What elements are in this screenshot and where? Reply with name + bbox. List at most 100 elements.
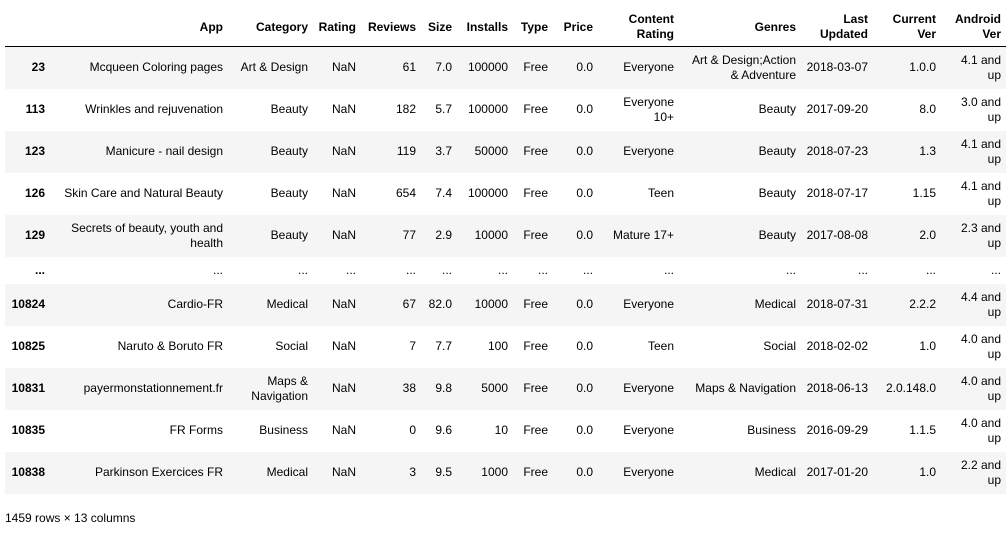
cell-price: 0.0 xyxy=(576,423,593,437)
cell-type: Free xyxy=(523,423,548,437)
cell-genres: Social xyxy=(763,339,796,353)
cell-price: 0.0 xyxy=(576,102,593,116)
cell-genres: Beauty xyxy=(758,186,796,200)
cell-category: Medical xyxy=(266,297,308,311)
cell-installs: 10000 xyxy=(474,297,508,311)
cell-category: Art & Design xyxy=(240,60,308,75)
cell-size: 82.0 xyxy=(428,297,452,311)
cell-genres: Maps & Navigation xyxy=(695,381,796,395)
cell-category: Maps & Navigation xyxy=(251,373,308,403)
cell-app: Parkinson Exercices FR xyxy=(94,465,223,479)
table-row: 10835 FR Forms Business NaN 0 9.6 10 Free 0.0 Eve… xyxy=(5,410,1006,452)
cell-content-rating: Everyone xyxy=(623,423,674,437)
column-header-installs: Installs xyxy=(458,8,514,47)
cell-app: Cardio-FR xyxy=(167,297,223,311)
cell-current-ver: 2.0 xyxy=(919,228,936,242)
cell-content-rating: Everyone xyxy=(623,144,674,158)
cell-rating: NaN xyxy=(331,144,356,158)
cell-size: 5.7 xyxy=(435,102,452,116)
cell-reviews: 61 xyxy=(402,60,416,75)
column-header-price: Price xyxy=(554,8,599,47)
cell-last-updated: 2018-02-02 xyxy=(806,339,868,353)
cell-price: 0.0 xyxy=(576,297,593,311)
cell-reviews: 0 xyxy=(409,423,416,437)
cell-last-updated: 2017-01-20 xyxy=(806,465,868,479)
column-header-reviews: Reviews xyxy=(362,8,422,47)
cell-type: Free xyxy=(523,60,548,75)
cell-rating: NaN xyxy=(331,381,356,395)
cell-current-ver: ... xyxy=(925,262,936,277)
cell-content-rating: Everyone xyxy=(623,465,674,479)
cell-current-ver: 1.15 xyxy=(912,186,936,200)
row-index: 10825 xyxy=(11,339,45,353)
cell-category: Beauty xyxy=(270,144,308,158)
cell-last-updated: 2018-07-23 xyxy=(806,144,868,158)
cell-last-updated: ... xyxy=(857,262,868,277)
cell-size: 7.0 xyxy=(435,60,452,75)
cell-installs: 100 xyxy=(487,339,508,353)
table-row: 10838 Parkinson Exercices FR Medical NaN 3 9.… xyxy=(5,451,1006,494)
cell-reviews: 182 xyxy=(395,102,416,116)
row-index: 10835 xyxy=(11,423,45,437)
cell-current-ver: 1.0 xyxy=(919,465,936,479)
cell-size: ... xyxy=(441,262,452,277)
column-header-category: Category xyxy=(229,8,314,47)
column-header-android-ver: Android Ver xyxy=(942,8,1006,47)
cell-last-updated: 2018-06-13 xyxy=(806,381,868,395)
cell-last-updated: 2018-03-07 xyxy=(806,60,868,75)
cell-genres: Business xyxy=(747,423,796,437)
cell-reviews: 77 xyxy=(402,228,416,242)
cell-size: 9.6 xyxy=(435,423,452,437)
cell-last-updated: 2017-09-20 xyxy=(806,102,868,116)
cell-rating: NaN xyxy=(331,102,356,116)
cell-android-ver: 4.0 and up xyxy=(960,373,1001,403)
cell-rating: NaN xyxy=(331,60,356,75)
cell-android-ver: 3.0 and up xyxy=(960,94,1001,124)
cell-current-ver: 1.3 xyxy=(919,144,936,158)
cell-reviews: 119 xyxy=(396,144,416,158)
table-shape-summary: 1459 rows × 13 columns xyxy=(5,511,136,525)
cell-rating: ... xyxy=(345,262,356,277)
cell-app: FR Forms xyxy=(169,423,223,437)
cell-rating: NaN xyxy=(331,297,356,311)
cell-installs: 10000 xyxy=(474,228,508,242)
cell-installs: 50000 xyxy=(474,144,508,158)
cell-app: Naruto & Boruto FR xyxy=(117,339,223,353)
ellipsis-row: ........................................… xyxy=(5,257,1006,284)
cell-content-rating: Everyone 10+ xyxy=(623,94,674,124)
cell-app: payermonstationnement.fr xyxy=(83,381,223,395)
cell-type: Free xyxy=(523,381,548,395)
column-header-type: Type xyxy=(514,8,554,47)
cell-genres: Medical xyxy=(754,465,796,479)
cell-category: Beauty xyxy=(270,228,308,242)
cell-android-ver: 4.1 and up xyxy=(960,52,1001,82)
cell-category: Business xyxy=(259,423,308,437)
cell-rating: NaN xyxy=(331,423,356,437)
cell-android-ver: 2.2 and up xyxy=(960,457,1001,487)
cell-type: Free xyxy=(523,228,548,242)
cell-app: Skin Care and Natural Beauty xyxy=(64,186,223,200)
cell-size: 3.7 xyxy=(435,144,452,158)
table-row: 126 Skin Care and Natural Beauty Beauty NaN… xyxy=(5,173,1006,215)
cell-app: Wrinkles and rejuvenation xyxy=(85,102,223,116)
cell-reviews: 7 xyxy=(409,339,416,353)
cell-size: 9.8 xyxy=(435,381,452,395)
cell-size: 9.5 xyxy=(435,465,452,479)
cell-reviews: ... xyxy=(405,262,416,277)
cell-price: 0.0 xyxy=(576,144,593,158)
row-index: 10824 xyxy=(11,297,45,311)
cell-size: 7.4 xyxy=(435,186,452,200)
cell-type: ... xyxy=(537,262,548,277)
column-header-current-ver: Current Ver xyxy=(874,8,942,47)
cell-reviews: 67 xyxy=(402,297,416,311)
cell-current-ver: 1.0 xyxy=(919,339,936,353)
table-header-row: App Category Rating Reviews Size Installs Type… xyxy=(5,8,1006,47)
cell-android-ver: 4.4 and up xyxy=(960,289,1001,319)
cell-type: Free xyxy=(523,297,548,311)
cell-price: 0.0 xyxy=(576,186,593,200)
cell-content-rating: Teen xyxy=(647,339,674,353)
table-row: 113 Wrinkles and rejuvenation Beauty NaN 182… xyxy=(5,89,1006,131)
cell-installs: 100000 xyxy=(467,60,508,75)
cell-content-rating: Mature 17+ xyxy=(612,228,674,242)
table-row: 10831 payermonstationnement.fr Maps & Navi… xyxy=(5,367,1006,410)
